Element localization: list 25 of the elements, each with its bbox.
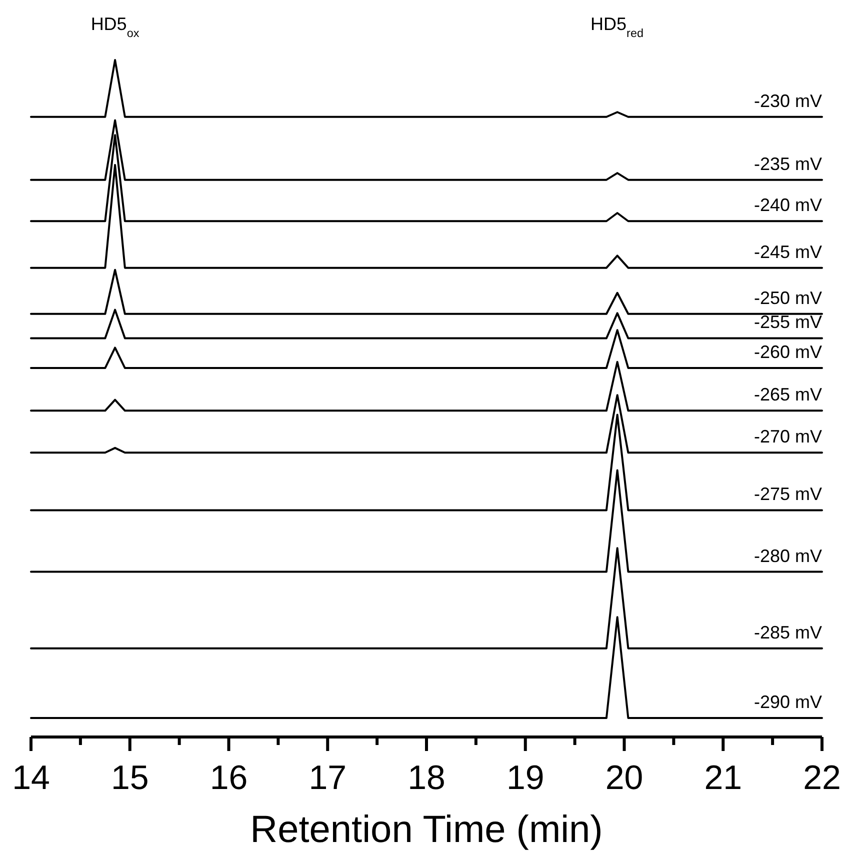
- series-label: -255 mV: [754, 312, 822, 332]
- series-label: -290 mV: [754, 692, 822, 712]
- series-label: -270 mV: [754, 426, 822, 447]
- series-label: -260 mV: [754, 342, 822, 362]
- series-label: -240 mV: [754, 195, 822, 216]
- series-label: -280 mV: [754, 546, 822, 566]
- x-tick-label: 22: [803, 759, 841, 797]
- series-label: -285 mV: [754, 622, 822, 642]
- x-tick-label: 16: [210, 759, 248, 797]
- x-tick-label: 15: [110, 759, 149, 797]
- series-label: -235 mV: [754, 154, 822, 174]
- x-tick-label: 20: [605, 759, 644, 797]
- x-tick-label: 19: [506, 759, 544, 797]
- x-axis-title: Retention Time (min): [250, 809, 603, 851]
- series-label: -250 mV: [754, 288, 822, 308]
- x-tick-label: 14: [12, 759, 50, 797]
- x-tick-label: 18: [408, 759, 446, 797]
- text: HD5$_{ox}$: [90, 14, 140, 40]
- series-label: -265 mV: [754, 384, 822, 405]
- series-label: -245 mV: [754, 242, 822, 262]
- series-label: -275 mV: [754, 484, 822, 504]
- x-tick-label: 17: [308, 759, 347, 797]
- series-label: -230 mV: [754, 90, 822, 111]
- x-tick-label: 21: [704, 759, 742, 797]
- text: HD5$_{red}$: [590, 14, 644, 40]
